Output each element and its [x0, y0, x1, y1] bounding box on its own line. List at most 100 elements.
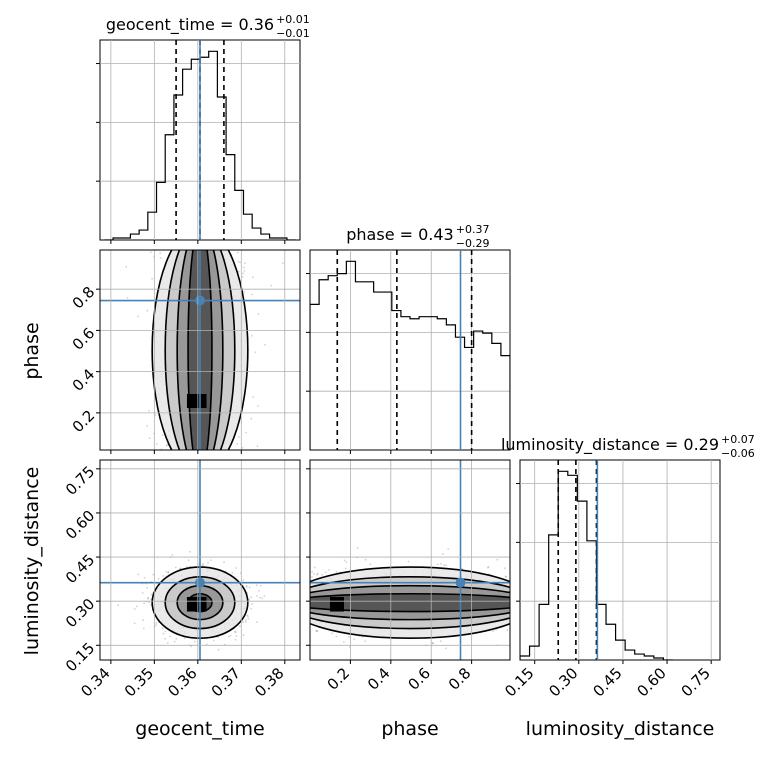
- sample-point: [246, 614, 249, 617]
- sample-point: [167, 571, 170, 573]
- sample-point: [343, 559, 346, 562]
- sample-point: [234, 638, 237, 641]
- sample-point: [142, 627, 145, 630]
- sample-point: [440, 640, 442, 643]
- sample-point: [217, 648, 220, 651]
- sample-point: [201, 564, 204, 566]
- sample-point: [496, 558, 499, 561]
- sample-point: [242, 634, 245, 637]
- sample-point: [228, 635, 230, 638]
- sample-point: [244, 621, 247, 623]
- truth-marker: [195, 577, 205, 588]
- sample-point: [344, 567, 347, 570]
- x-axis-label-phase: phase: [381, 718, 438, 740]
- sample-point: [242, 621, 244, 624]
- sample-point: [255, 584, 258, 587]
- sample-point: [247, 617, 250, 620]
- panel-title-sub: −0.06: [721, 447, 755, 460]
- x-luminosity_distance-tick-label: 0.60: [634, 664, 670, 700]
- sample-point: [148, 410, 150, 412]
- sample-point: [311, 576, 313, 578]
- y-axis-label-luminosity_distance: luminosity_distance: [21, 467, 43, 656]
- sample-point: [137, 315, 140, 318]
- sample-point: [236, 443, 239, 445]
- sample-point: [442, 553, 444, 555]
- sample-point: [254, 351, 257, 354]
- sample-point: [245, 619, 247, 621]
- sample-point: [146, 309, 149, 312]
- sample-point: [345, 561, 348, 563]
- sample-point: [241, 447, 244, 449]
- sample-point: [316, 573, 318, 576]
- density-peak: [186, 596, 207, 612]
- sample-point: [504, 575, 507, 578]
- sample-point: [223, 561, 226, 564]
- sample-point: [258, 590, 260, 592]
- sample-point: [492, 630, 495, 633]
- sample-point: [364, 640, 366, 643]
- sample-point: [141, 592, 144, 594]
- sample-point: [150, 593, 153, 596]
- density-contour: [310, 592, 510, 613]
- sample-point: [258, 596, 261, 599]
- sample-point: [250, 608, 253, 610]
- x-phase-tick-label: 0.8: [445, 664, 475, 694]
- panel-hist-luminosity_distance: 0.15 0.30 0.45 0.60 0.75 luminosity_distance …: [501, 433, 755, 700]
- sample-point: [263, 595, 266, 597]
- panel-plot-area: [310, 460, 510, 660]
- sample-point: [431, 642, 434, 645]
- sample-point: [231, 571, 234, 574]
- sample-point: [247, 615, 249, 618]
- sample-point: [205, 643, 208, 646]
- sample-point: [235, 631, 238, 633]
- sample-point: [126, 297, 129, 299]
- sample-point: [316, 629, 319, 632]
- sample-point: [135, 605, 138, 608]
- y-phase-tick-label: 0.8: [69, 283, 99, 313]
- sample-point: [245, 586, 248, 589]
- sample-point: [210, 559, 212, 562]
- sample-point: [256, 445, 259, 447]
- sample-point: [353, 638, 356, 641]
- sample-point: [146, 586, 149, 589]
- sample-point: [167, 571, 170, 574]
- sample-point: [235, 635, 238, 637]
- sample-point: [243, 291, 246, 293]
- sample-point: [281, 262, 284, 264]
- sample-point: [233, 630, 236, 633]
- sample-point: [252, 396, 255, 398]
- sample-point: [149, 251, 152, 254]
- panel-title-sup: +0.01: [276, 13, 310, 26]
- panel-title-phase: phase = 0.43: [346, 225, 453, 244]
- y-luminosity_distance-tick-label: 0.30: [62, 595, 98, 631]
- y-axis-label-phase: phase: [21, 322, 43, 379]
- sample-point: [202, 563, 205, 565]
- panel-title-sub: −0.29: [456, 237, 490, 250]
- sample-point: [264, 343, 266, 346]
- panel-plot-area: [100, 460, 300, 660]
- sample-point: [186, 566, 189, 568]
- sample-point: [313, 573, 315, 575]
- sample-point: [313, 566, 316, 569]
- panel-frame: [519, 459, 721, 661]
- x-luminosity_distance-tick-label: 0.15: [501, 664, 537, 700]
- sample-point: [316, 630, 318, 633]
- panel-scatter-luminosity_distance-vs-phase: 0.2 0.4 0.6 0.8: [306, 459, 511, 694]
- truth-marker: [455, 577, 466, 588]
- y-phase-tick-label: 0.6: [69, 324, 99, 354]
- sample-point: [236, 251, 239, 254]
- panel-hist-geocent_time: geocent_time = 0.36 +0.01−0.01: [96, 13, 310, 244]
- sample-point: [445, 564, 447, 567]
- sample-point: [166, 642, 169, 644]
- x-luminosity_distance-tick-label: 0.30: [545, 664, 581, 700]
- sample-point: [243, 270, 246, 272]
- panel-hist-phase: phase = 0.43 +0.37−0.29: [306, 223, 511, 454]
- x-luminosity_distance-tick-label: 0.45: [589, 664, 625, 700]
- sample-point: [335, 635, 338, 638]
- panel-plot-area: [100, 250, 300, 450]
- sample-point: [369, 563, 372, 566]
- sample-point: [142, 619, 145, 622]
- sample-point: [165, 570, 168, 573]
- sample-point: [250, 293, 253, 296]
- sample-point: [217, 636, 220, 639]
